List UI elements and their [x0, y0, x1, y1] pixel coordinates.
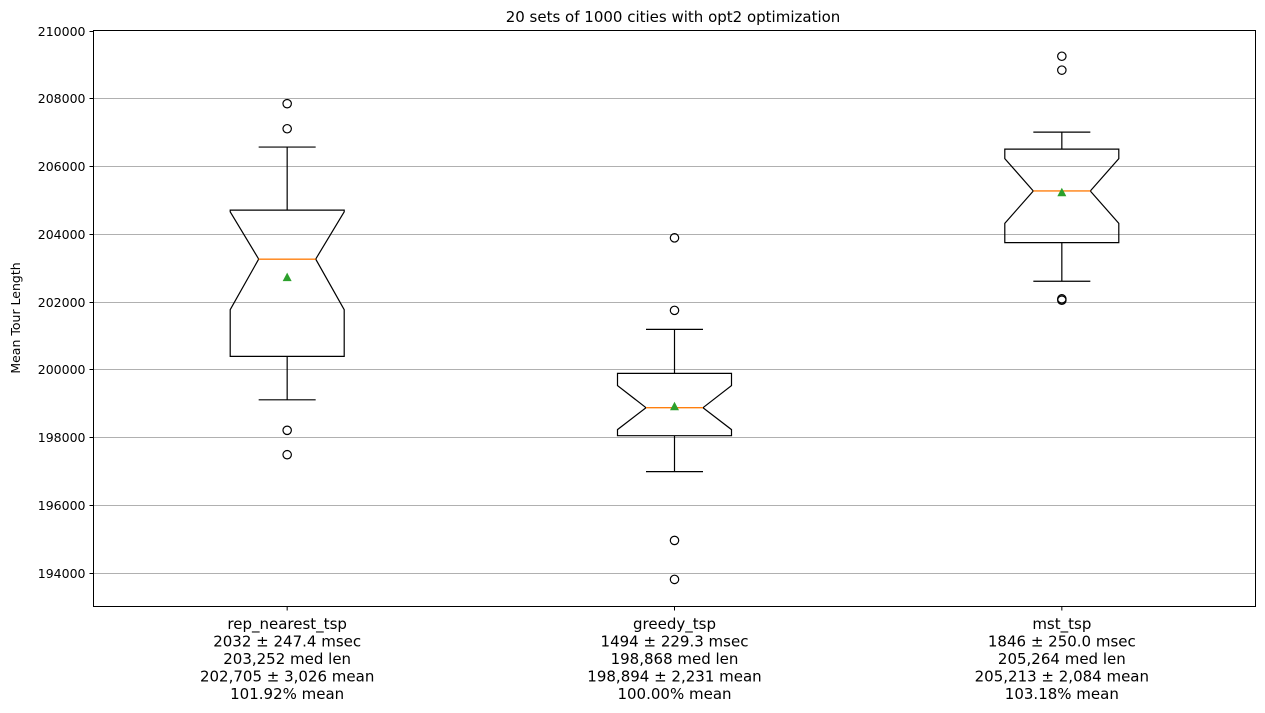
y-tick-label: 194000: [38, 566, 86, 581]
x-category-stat: 198,868 med len: [611, 650, 739, 668]
x-category-label: rep_nearest_tsp: [227, 615, 347, 634]
x-category-label: greedy_tsp: [633, 615, 716, 634]
y-tick-label: 202000: [38, 295, 86, 310]
y-tick-label: 200000: [38, 362, 86, 377]
outlier-point: [669, 535, 680, 546]
y-tick-label: 204000: [38, 227, 86, 242]
outlier-point: [282, 98, 292, 109]
outlier-point: [669, 305, 680, 316]
x-category-stat: 100.00% mean: [617, 685, 731, 703]
x-category-stat: 103.18% mean: [1005, 685, 1119, 703]
notched-box: [616, 372, 733, 437]
mean-marker: [282, 272, 292, 282]
x-category-stat: 198,894 ± 2,231 mean: [587, 668, 761, 686]
x-category-stat: 1846 ± 250.0 msec: [988, 633, 1136, 651]
outlier-point: [282, 123, 292, 134]
outlier-point: [669, 574, 680, 585]
x-category-stat: 205,213 ± 2,084 mean: [975, 668, 1149, 686]
notched-box: [1004, 148, 1120, 244]
y-tick-label: 196000: [38, 498, 86, 513]
plot-area-frame: [93, 30, 1256, 607]
x-category-stat: 202,705 ± 3,026 mean: [200, 668, 374, 686]
y-tick-label: 208000: [38, 91, 86, 106]
box-plot-series: [229, 51, 1120, 585]
box-greedy_tsp: [616, 233, 733, 585]
y-tick-label: 198000: [38, 430, 86, 445]
box-mst_tsp: [1004, 51, 1120, 306]
x-category-stat: 1494 ± 229.3 msec: [601, 633, 749, 651]
x-category-stat: 101.92% mean: [230, 685, 344, 703]
y-axis-label: Mean Tour Length: [8, 262, 23, 373]
x-category-stat: 203,252 med len: [223, 650, 351, 668]
outlier-point: [1057, 294, 1067, 304]
x-category-stat: 205,264 med len: [998, 650, 1126, 668]
y-tick-label: 210000: [38, 24, 86, 39]
outlier-point: [1057, 51, 1067, 62]
chart-title: 20 sets of 1000 cities with opt2 optimiz…: [506, 8, 841, 26]
y-tick-label: 206000: [38, 159, 86, 174]
mean-marker: [1057, 187, 1067, 197]
x-category-label: mst_tsp: [1032, 615, 1091, 634]
outlier-point: [282, 449, 292, 460]
outlier-point: [669, 233, 680, 243]
outlier-point: [282, 425, 292, 436]
outlier-point: [1057, 65, 1067, 75]
y-axis-ticks: 194000 196000 198000 200000 202000 204000 2060…: [38, 24, 94, 581]
x-category-stat: 2032 ± 247.4 msec: [213, 633, 361, 651]
mean-marker: [670, 401, 679, 411]
box-rep_nearest_tsp: [229, 98, 345, 460]
notched-box: [229, 209, 345, 357]
